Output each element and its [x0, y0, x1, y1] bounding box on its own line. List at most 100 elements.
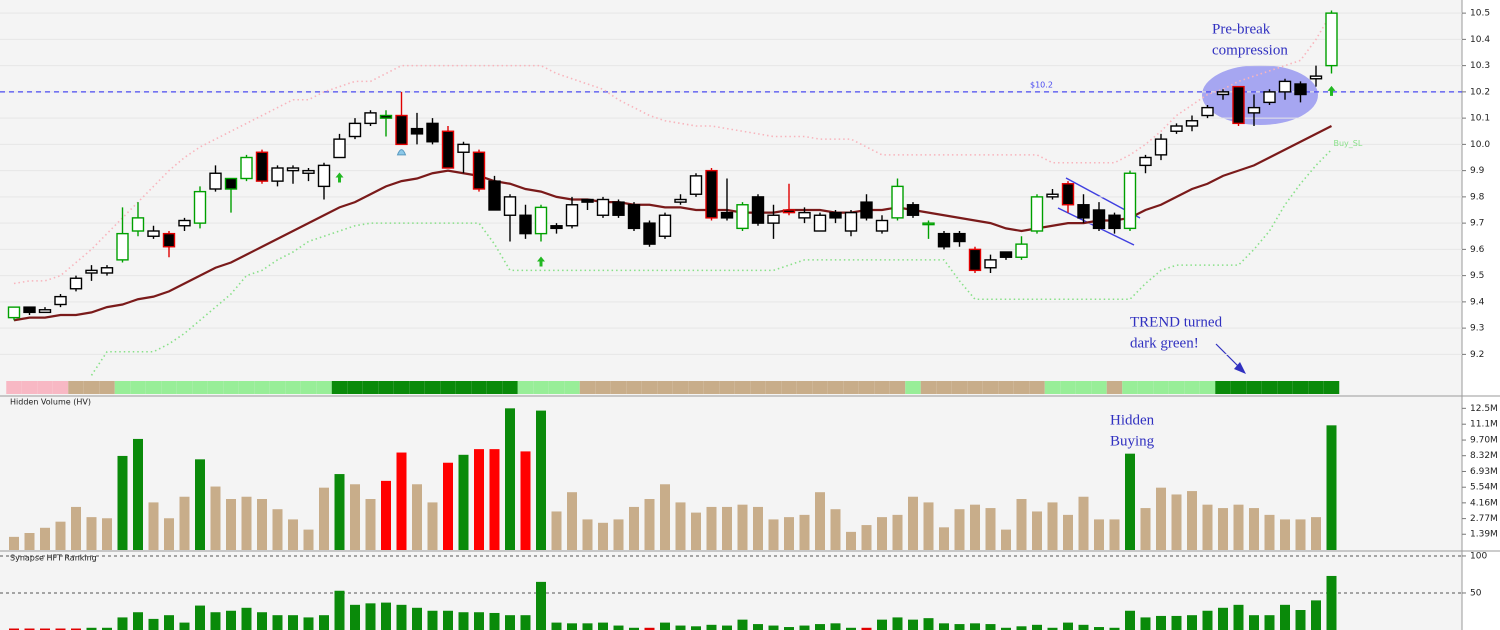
candle-body — [1185, 120, 1199, 127]
bar — [1047, 627, 1058, 630]
bar — [102, 627, 112, 630]
candle-body — [364, 112, 377, 125]
trend-cell — [300, 381, 317, 394]
bar — [675, 625, 686, 630]
bar — [1078, 496, 1089, 550]
bar — [303, 529, 314, 550]
trend-cell — [610, 381, 627, 394]
trend-cell — [781, 381, 797, 394]
y-tick-label: 50 — [1470, 588, 1482, 598]
bar — [381, 480, 391, 550]
bar — [40, 527, 50, 550]
bar — [675, 502, 686, 550]
trend-cell — [1246, 381, 1262, 394]
annotation: TREND turned — [1130, 314, 1223, 330]
trend-cell — [1168, 381, 1185, 394]
bar — [334, 474, 345, 550]
trend-cell — [657, 381, 673, 394]
trend-cell — [238, 381, 255, 394]
bar — [985, 624, 996, 630]
trend-cell — [331, 381, 348, 394]
bar — [1063, 514, 1073, 550]
y-tick-label: 10.3 — [1470, 61, 1490, 71]
bar — [474, 612, 484, 630]
candle-body — [1201, 106, 1214, 117]
candle-body — [1309, 75, 1323, 80]
candle-body — [1061, 183, 1075, 206]
trend-cell — [564, 381, 580, 394]
candle-body — [69, 277, 83, 290]
bar — [691, 626, 701, 630]
bar — [272, 509, 283, 550]
candle-body — [333, 138, 346, 159]
trend-cell — [37, 381, 53, 394]
candle-body — [1108, 214, 1121, 230]
panel-title: Synapse HFT Ranking — [10, 554, 97, 563]
candle-body — [193, 190, 207, 224]
candle-body — [255, 151, 269, 182]
trend-cell — [765, 381, 782, 394]
trend-cell — [998, 381, 1014, 394]
bar — [1001, 529, 1011, 550]
trend-cell — [21, 381, 38, 394]
bar — [1140, 508, 1151, 550]
candle-body — [875, 219, 889, 232]
y-tick-label: 9.70M — [1470, 436, 1498, 446]
bar — [1094, 627, 1104, 630]
signal-arrow — [335, 172, 344, 183]
bar — [1218, 607, 1228, 630]
trend-cell — [6, 381, 22, 394]
trend-cell — [130, 381, 146, 394]
trend-cell — [161, 381, 177, 394]
candle-body — [100, 267, 114, 274]
bar — [629, 506, 639, 550]
trend-cell — [1106, 381, 1123, 394]
trend-cell — [688, 381, 704, 394]
bar — [892, 617, 903, 630]
bar — [582, 623, 593, 630]
candle-body — [984, 259, 997, 269]
annotation-arrowhead — [1234, 362, 1246, 374]
bar — [954, 624, 965, 630]
level-label: $10.2 — [1030, 80, 1053, 89]
bar — [55, 521, 66, 550]
bar — [768, 625, 779, 630]
bar — [753, 506, 763, 550]
bar — [1047, 502, 1058, 550]
bar — [861, 627, 872, 630]
trend-cell — [1091, 381, 1107, 394]
y-tick-label: 2.77M — [1470, 514, 1498, 524]
bar — [489, 612, 500, 630]
bar — [365, 603, 376, 630]
candle-body — [565, 204, 579, 227]
candle-body — [658, 214, 672, 237]
bar — [582, 519, 593, 550]
trend-cell — [982, 381, 999, 394]
bar — [350, 484, 360, 550]
bar — [1233, 504, 1244, 550]
candle-body — [627, 204, 641, 230]
candle-body — [224, 177, 238, 190]
trend-cell — [1323, 381, 1340, 394]
candle-body — [162, 232, 176, 248]
candle-body — [1077, 204, 1090, 219]
bar — [86, 627, 97, 630]
bar — [598, 522, 608, 550]
candle-body — [23, 306, 36, 314]
bar — [1125, 453, 1135, 550]
bar — [784, 517, 794, 550]
candle-body — [317, 164, 331, 188]
bar — [195, 459, 205, 550]
trend-cell — [672, 381, 689, 394]
candle-body — [813, 214, 827, 232]
trend-cell — [378, 381, 394, 394]
trend-cell — [1013, 381, 1030, 394]
candle-body — [751, 196, 765, 224]
bar — [1156, 615, 1166, 630]
trend-cell — [1292, 381, 1309, 394]
bar — [1295, 610, 1306, 630]
candle-body — [457, 143, 470, 153]
bar — [1311, 600, 1321, 630]
trend-cell — [347, 381, 363, 394]
bar — [1016, 499, 1027, 550]
